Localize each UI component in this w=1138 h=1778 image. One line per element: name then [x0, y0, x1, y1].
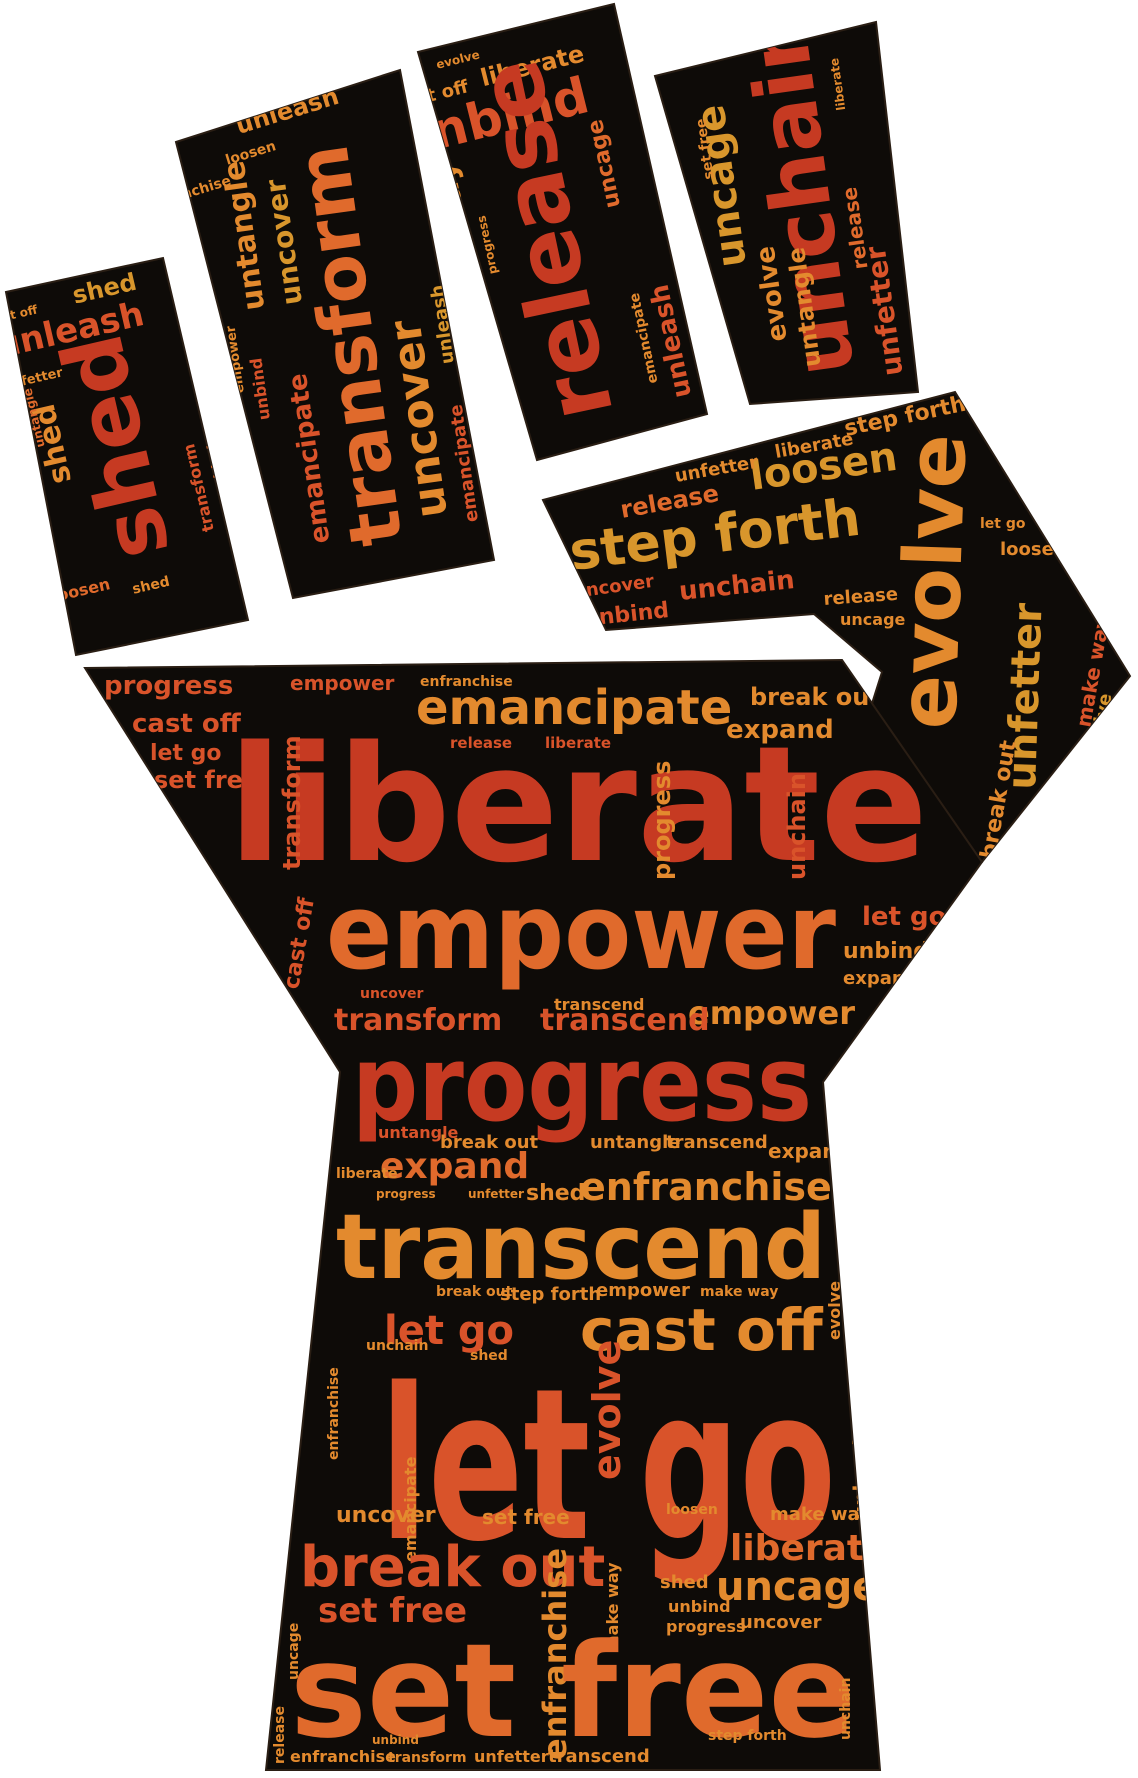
- word-progress-palm-2: progress: [648, 761, 676, 880]
- word-break-out-large: break out: [300, 1535, 605, 1600]
- word-uncover-palm-3: uncover: [740, 1612, 822, 1633]
- word-cast-off-palm: cast off: [132, 709, 242, 739]
- word-liberate-palm-small: liberate: [545, 734, 611, 752]
- word-break-out-palm-2: break out: [440, 1132, 539, 1153]
- word-expand-palm-3: expand: [768, 1139, 851, 1163]
- word-set-free-palm-2: set free: [482, 1505, 570, 1529]
- word-evolve-palm: evolve: [825, 1281, 844, 1340]
- word-progress-palm-3: progress: [376, 1187, 436, 1201]
- word-release-thumb-2: release: [823, 584, 899, 610]
- word-uncage-thumb: uncage: [840, 610, 906, 629]
- word-transform-palm-3: transform: [388, 1750, 467, 1766]
- palm-words: progress empower enfranchise break out c…: [104, 671, 947, 1767]
- word-unfetter-thumb-2: unfetter: [999, 602, 1051, 790]
- word-enfranchise-palm-3: enfranchise: [326, 1367, 342, 1460]
- word-release-palm: release: [450, 734, 512, 752]
- word-expand-palm: expand: [726, 715, 834, 745]
- word-empower-large: empower: [326, 871, 836, 993]
- word-release-palm-2: release: [272, 1706, 288, 1764]
- word-make-way-palm-2: make way: [770, 1504, 871, 1525]
- fist-silhouette: [4, 2, 1132, 1771]
- word-unbind-palm-3: unbind: [372, 1733, 419, 1747]
- word-empower-palm-3: empower: [596, 1280, 690, 1301]
- word-unchain-palm-2: unchain: [366, 1338, 428, 1354]
- word-enfranchise-palm: enfranchise: [420, 674, 513, 690]
- word-set-free-palm: set free: [154, 766, 259, 794]
- word-let-go-large: let go: [380, 1343, 836, 1588]
- word-empower-palm: empower: [290, 671, 395, 695]
- word-set-free-mid: set free: [318, 1591, 467, 1631]
- word-evolve-large: evolve: [881, 432, 984, 730]
- word-unchain-palm-3: unchain: [838, 1678, 854, 1740]
- word-let-go-palm: let go: [150, 741, 222, 766]
- word-emancipate-large: emancipate: [416, 680, 732, 736]
- word-unchain-palm: unchain: [783, 773, 811, 880]
- word-make-way-palm: make way: [700, 1284, 778, 1300]
- word-transform-palm: transform: [278, 735, 306, 870]
- word-shed-palm-3: shed: [660, 1572, 709, 1593]
- word-break-out-palm: break out: [750, 683, 881, 711]
- word-unfetter-palm: unfetter: [468, 1187, 524, 1201]
- finger-2: [174, 68, 496, 600]
- word-transcend-palm-3: transcend: [666, 1132, 768, 1153]
- word-shed-palm: shed: [526, 1181, 585, 1206]
- word-let-go-palm-2: let go: [862, 902, 947, 932]
- word-untangle-palm: untangle: [378, 1123, 459, 1142]
- word-empower-palm-2: empower: [688, 994, 855, 1032]
- word-unbind-palm-2: unbind: [668, 1597, 731, 1616]
- word-cast-off-large: cast off: [580, 1296, 824, 1364]
- word-break-out-palm-3: break out: [436, 1284, 513, 1300]
- word-progress-large: progress: [352, 1023, 812, 1145]
- word-liberate-palm-4: liberate: [730, 1528, 889, 1569]
- word-make-way-palm-3: make way: [603, 1562, 622, 1652]
- word-enfranchise-vertical: enfranchise: [536, 1548, 574, 1760]
- word-transcend-palm: transcend: [554, 995, 644, 1014]
- word-step-forth-palm: step forth: [500, 1284, 601, 1305]
- word-uncage-palm: uncage: [716, 1564, 879, 1610]
- word-enfranchise-palm-2: enfranchise: [580, 1165, 832, 1209]
- word-shed-palm-2: shed: [470, 1348, 508, 1364]
- word-let-go-mid: let go: [384, 1308, 514, 1354]
- word-untangle-palm-2: untangle: [590, 1132, 680, 1153]
- finger-3: [416, 2, 709, 462]
- palm-and-wrist: [83, 658, 984, 1771]
- word-expand-large: expand: [380, 1146, 529, 1187]
- finger-1: [4, 256, 250, 657]
- finger-4: [653, 20, 920, 406]
- word-unfetter-palm-2: unfetter: [474, 1747, 549, 1766]
- word-transcend-palm-4: transcend: [548, 1746, 650, 1767]
- word-uncage-palm-2: uncage: [286, 1623, 302, 1680]
- word-let-go-thumb: let go: [980, 516, 1026, 532]
- word-transcend-large: transcend: [336, 1195, 826, 1300]
- word-progress-palm: progress: [104, 671, 233, 701]
- word-uncover-palm-2: uncover: [336, 1503, 436, 1528]
- word-transcend-palm-2: transcend: [540, 1003, 710, 1038]
- word-unbind-palm: unbind: [843, 939, 929, 964]
- word-step-forth-palm-2: step forth: [708, 1728, 787, 1744]
- word-set-free-large: set free: [290, 1615, 856, 1767]
- word-enfranchise-palm-4: enfranchise: [290, 1747, 396, 1766]
- word-loosen-palm: loosen: [666, 1502, 718, 1518]
- word-liberate-large: liberate: [228, 711, 928, 898]
- word-expand-palm-2: expand: [843, 968, 918, 989]
- word-transform-palm-2: transform: [334, 1003, 502, 1038]
- word-evolve-palm-2: evolve: [585, 1340, 629, 1480]
- word-emancipate-palm: emancipate: [401, 1456, 420, 1562]
- word-progress-palm-4: progress: [666, 1617, 746, 1636]
- word-uncover-palm: uncover: [360, 986, 423, 1002]
- word-liberate-palm-3: liberate: [336, 1166, 398, 1182]
